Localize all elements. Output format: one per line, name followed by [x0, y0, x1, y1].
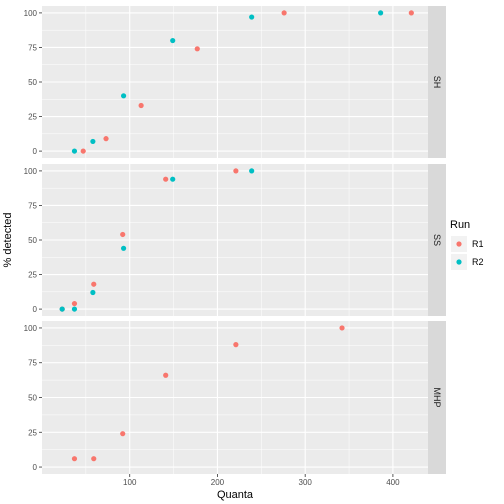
data-point-r1 — [339, 325, 345, 331]
legend-key-r1 — [456, 241, 462, 247]
data-point-r2 — [170, 37, 176, 44]
data-point-r1 — [233, 342, 239, 348]
panel-mhp: 0 25 50 75 100 MHP — [24, 321, 446, 474]
data-point-r1 — [91, 456, 97, 462]
data-point-r1 — [163, 372, 169, 378]
y-tick-label: 0 — [33, 463, 38, 472]
data-point-r2 — [170, 176, 176, 182]
panel-sh: 0 25 50 75 100 SH — [24, 6, 446, 158]
data-point-r1 — [71, 456, 78, 462]
y-tick-label: 100 — [24, 167, 38, 176]
data-point-r2 — [90, 138, 96, 145]
data-point-r1 — [233, 168, 239, 174]
x-tick-label: 400 — [386, 478, 400, 487]
data-point-r2 — [120, 93, 127, 99]
data-point-r1 — [120, 431, 126, 437]
data-point-r2 — [90, 289, 96, 296]
y-tick-label: 50 — [28, 236, 37, 245]
x-tick-label: 300 — [299, 478, 313, 487]
y-tick-label: 25 — [28, 271, 37, 280]
x-tick-label: 100 — [123, 478, 137, 487]
y-tick-label: 25 — [28, 428, 37, 437]
y-tick-label: 50 — [28, 394, 37, 403]
y-tick-label: 0 — [33, 305, 38, 314]
data-point-r2 — [249, 168, 255, 174]
facet-strip-label: SS — [432, 234, 442, 246]
y-tick-label: 50 — [28, 78, 37, 87]
y-tick-label: 75 — [28, 201, 37, 210]
data-point-r1 — [80, 148, 86, 154]
data-point-r1 — [138, 102, 144, 109]
y-tick-label: 75 — [28, 359, 37, 368]
data-point-r1 — [194, 46, 200, 52]
y-tick-label: 0 — [33, 147, 38, 156]
y-tick-label: 100 — [24, 324, 38, 333]
data-point-r2 — [120, 245, 127, 251]
legend-key-r2 — [456, 259, 462, 265]
x-axis-title: Quanta — [217, 489, 254, 501]
data-point-r1 — [281, 10, 287, 16]
facet-strip — [428, 164, 446, 316]
data-point-r2 — [378, 10, 384, 16]
data-point-r1 — [120, 231, 126, 238]
data-point-r1 — [408, 10, 414, 16]
y-tick-label: 25 — [28, 113, 37, 122]
legend-title: Run — [450, 219, 470, 231]
y-tick-label: 100 — [24, 9, 38, 18]
y-axis-title: % detected — [2, 212, 14, 267]
facet-strip — [428, 6, 446, 158]
legend-label-r2: R2 — [472, 257, 484, 267]
facet-strip — [428, 321, 446, 474]
y-tick-label: 75 — [28, 43, 37, 52]
data-point-r1 — [163, 176, 169, 182]
facet-strip-label: SH — [432, 76, 442, 89]
data-point-r2 — [59, 306, 65, 312]
data-point-r1 — [103, 136, 109, 142]
data-point-r2 — [249, 14, 255, 20]
legend-label-r1: R1 — [472, 239, 484, 249]
panel-ss: 0 25 50 75 100 SS — [24, 164, 446, 316]
facet-strip-label: MHP — [432, 388, 442, 408]
data-point-r1 — [91, 281, 97, 287]
data-point-r2 — [71, 306, 78, 312]
data-point-r2 — [71, 148, 78, 154]
data-point-r1 — [71, 300, 78, 307]
x-tick-label: 200 — [211, 478, 225, 487]
